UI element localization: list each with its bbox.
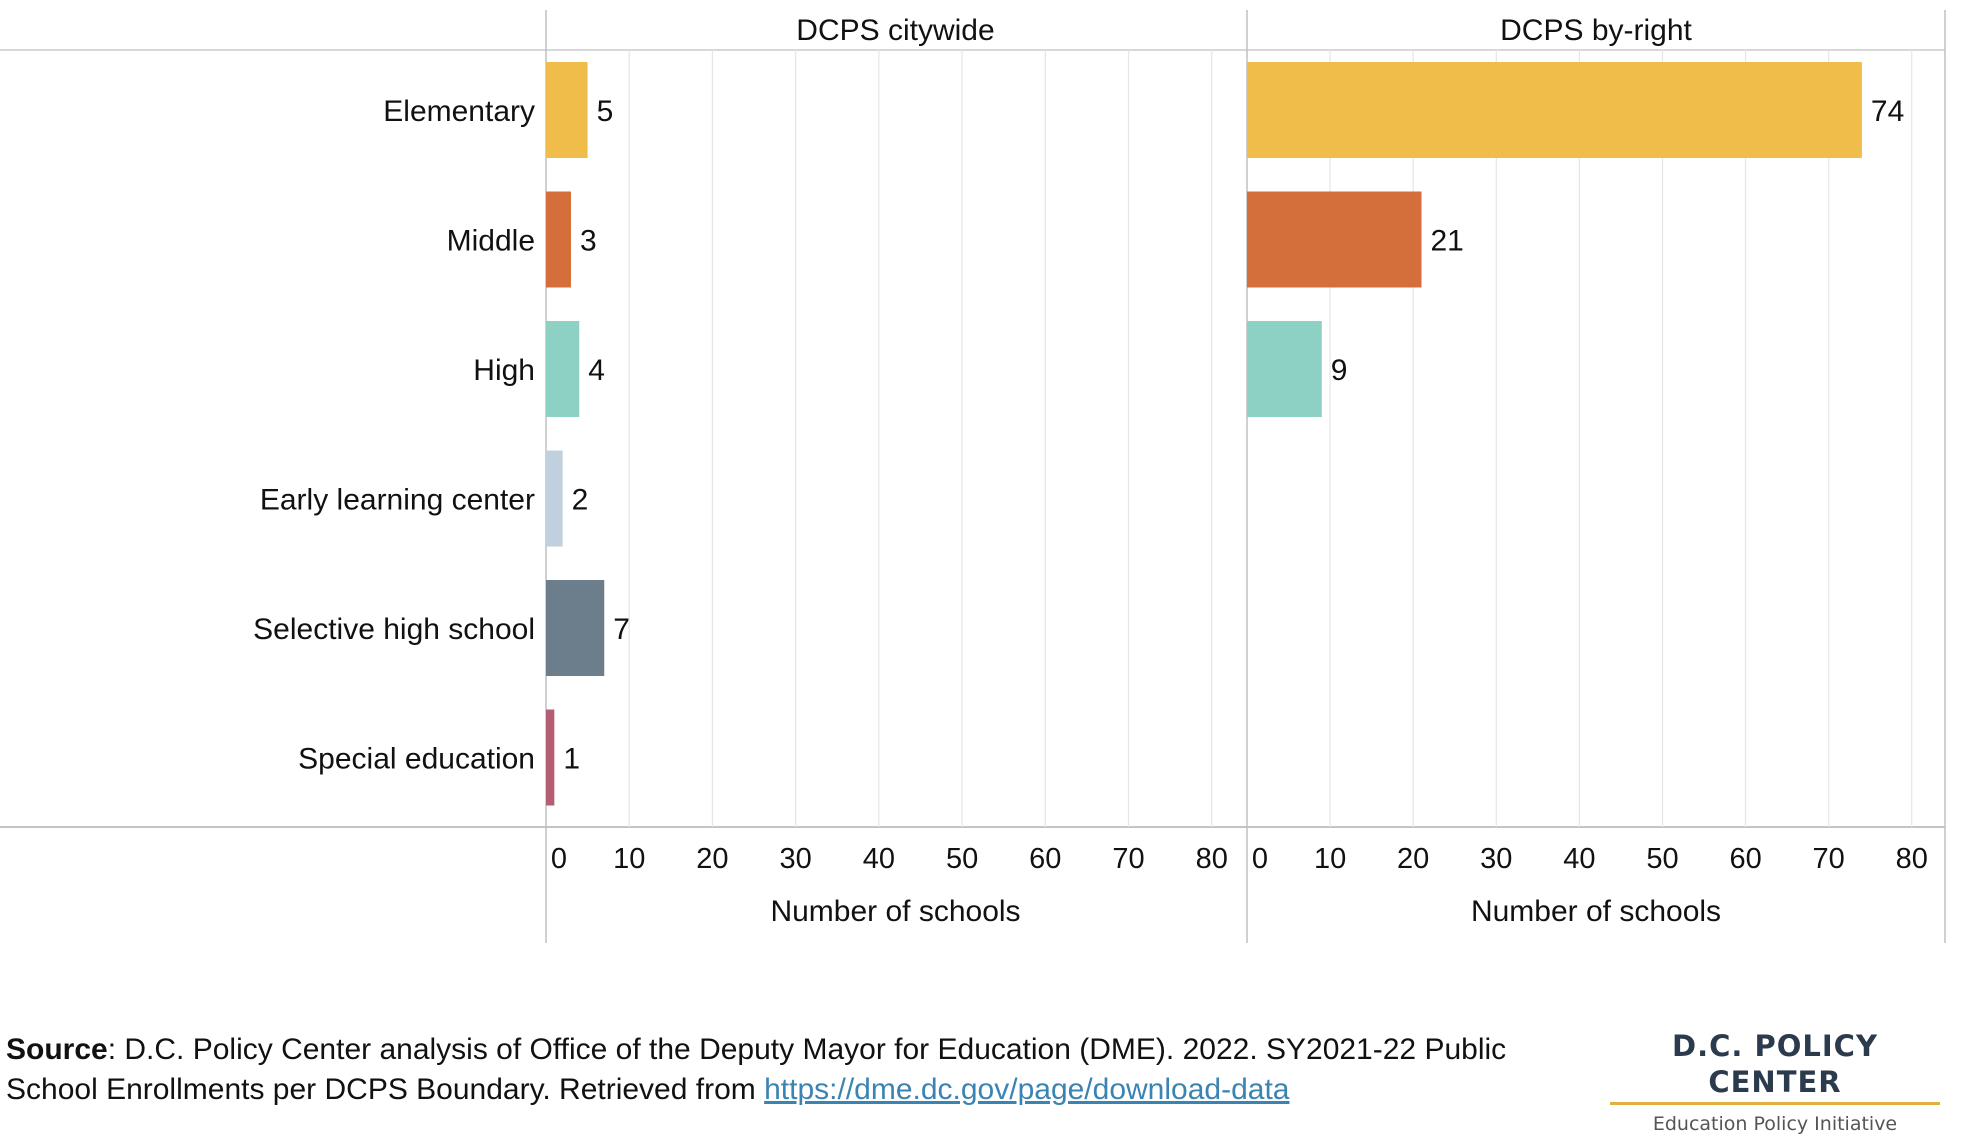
category-label-early-learning-center: Early learning center xyxy=(260,484,535,517)
tick-label-dcps-by-right-60: 60 xyxy=(1729,843,1761,875)
data-label-dcps-citywide-special-education: 1 xyxy=(563,743,580,776)
tick-label-dcps-citywide-80: 80 xyxy=(1196,843,1228,875)
tick-label-dcps-citywide-10: 10 xyxy=(613,843,645,875)
category-label-elementary: Elementary xyxy=(383,95,535,128)
category-label-middle: Middle xyxy=(447,225,535,258)
logo-rule xyxy=(1610,1102,1940,1105)
data-label-dcps-citywide-elementary: 5 xyxy=(597,95,614,128)
bar-dcps-citywide-special-education xyxy=(546,709,555,806)
source-note: Source: D.C. Policy Center analysis of O… xyxy=(6,1030,1566,1110)
dc-policy-center-logo: D.C. POLICY CENTER Education Policy Init… xyxy=(1610,1028,1940,1137)
axis-title-dcps-citywide: Number of schools xyxy=(770,895,1020,928)
logo-subtitle: Education Policy Initiative xyxy=(1652,1113,1898,1135)
tick-label-dcps-by-right-20: 20 xyxy=(1397,843,1429,875)
bar-dcps-citywide-selective-high-school xyxy=(546,580,605,676)
panel-title-dcps-citywide: DCPS citywide xyxy=(796,14,994,47)
data-label-dcps-citywide-high: 4 xyxy=(588,354,605,387)
category-label-high: High xyxy=(473,354,535,387)
source-link[interactable]: https://dme.dc.gov/page/download-data xyxy=(764,1073,1290,1106)
axis-title-dcps-by-right: Number of schools xyxy=(1471,895,1721,928)
source-label: Source xyxy=(6,1033,108,1066)
bar-dcps-citywide-middle xyxy=(546,191,571,288)
tick-label-dcps-by-right-70: 70 xyxy=(1813,843,1845,875)
category-label-selective-high-school: Selective high school xyxy=(253,613,535,646)
panel-title-dcps-by-right: DCPS by-right xyxy=(1500,14,1692,47)
data-label-dcps-by-right-high: 9 xyxy=(1331,354,1348,387)
tick-label-dcps-by-right-40: 40 xyxy=(1563,843,1595,875)
tick-label-dcps-by-right-80: 80 xyxy=(1896,843,1928,875)
tick-label-dcps-citywide-0: 0 xyxy=(551,843,567,875)
tick-label-dcps-citywide-60: 60 xyxy=(1029,843,1061,875)
source-text: : D.C. Policy Center analysis of Office … xyxy=(6,1033,1507,1106)
bar-dcps-citywide-early-learning-center xyxy=(546,450,563,547)
data-label-dcps-by-right-elementary: 74 xyxy=(1871,95,1904,128)
category-label-special-education: Special education xyxy=(298,743,535,776)
logo-title: D.C. POLICY CENTER xyxy=(1672,1029,1878,1099)
tick-label-dcps-citywide-50: 50 xyxy=(946,843,978,875)
data-label-dcps-citywide-early-learning-center: 2 xyxy=(572,484,589,517)
data-label-dcps-citywide-middle: 3 xyxy=(580,225,597,258)
tick-label-dcps-citywide-40: 40 xyxy=(863,843,895,875)
tick-label-dcps-citywide-30: 30 xyxy=(780,843,812,875)
data-label-dcps-by-right-middle: 21 xyxy=(1431,225,1464,258)
bar-dcps-by-right-middle xyxy=(1247,191,1422,288)
tick-label-dcps-by-right-10: 10 xyxy=(1314,843,1346,875)
bar-dcps-by-right-elementary xyxy=(1247,62,1862,158)
bar-dcps-citywide-elementary xyxy=(546,62,588,158)
bar-chart: Elementary Middle High Early learning cente… xyxy=(0,10,1946,943)
tick-label-dcps-by-right-0: 0 xyxy=(1252,843,1268,875)
tick-label-dcps-citywide-70: 70 xyxy=(1112,843,1144,875)
tick-label-dcps-citywide-20: 20 xyxy=(696,843,728,875)
bar-dcps-by-right-high xyxy=(1247,321,1322,417)
data-label-dcps-citywide-selective-high-school: 7 xyxy=(613,613,630,646)
bar-dcps-citywide-high xyxy=(546,321,580,417)
tick-label-dcps-by-right-50: 50 xyxy=(1646,843,1678,875)
tick-label-dcps-by-right-30: 30 xyxy=(1480,843,1512,875)
